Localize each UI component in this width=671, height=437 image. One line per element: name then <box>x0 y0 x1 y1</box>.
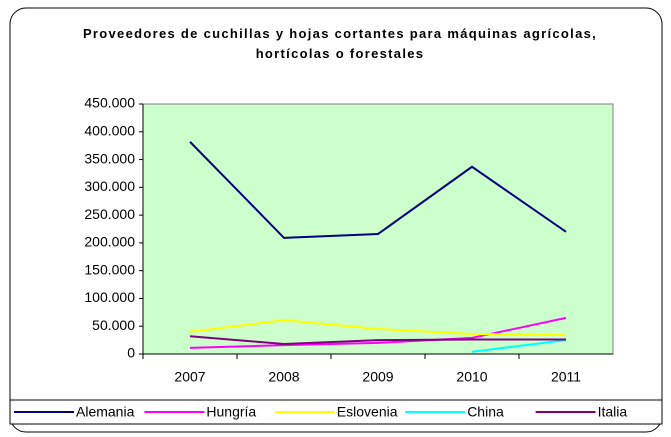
y-tick-label: 100.000 <box>84 289 135 305</box>
y-tick-label: 50.000 <box>92 317 135 333</box>
legend-label: Eslovenia <box>337 404 398 420</box>
x-tick-label: 2011 <box>551 369 581 385</box>
series-line <box>189 319 567 337</box>
y-tick-label: 350.000 <box>84 150 135 166</box>
series-line <box>189 141 567 239</box>
x-tick-label: 2010 <box>456 369 487 385</box>
series-line <box>189 316 567 349</box>
series-line <box>189 335 566 346</box>
chart-border <box>9 7 663 433</box>
chart-title: Proveedores de cuchillas y hojas cortant… <box>82 26 598 61</box>
legend-label: Hungría <box>206 404 256 420</box>
x-tick-label: 2008 <box>268 369 299 385</box>
y-tick-label: 200.000 <box>84 234 135 250</box>
y-tick-label: 0 <box>127 345 135 361</box>
legend-label: Alemania <box>76 404 135 420</box>
y-tick-label: 250.000 <box>84 206 135 222</box>
plot-area <box>142 103 614 355</box>
legend-label: Italia <box>598 404 628 420</box>
x-tick-label: 2009 <box>362 369 393 385</box>
y-tick-label: 400.000 <box>84 122 135 138</box>
x-tick-label: 2007 <box>174 369 205 385</box>
y-tick-label: 450.000 <box>84 95 135 111</box>
y-tick-label: 150.000 <box>84 261 135 277</box>
y-tick-label: 300.000 <box>84 178 135 194</box>
legend-label: China <box>467 404 504 420</box>
series-line <box>471 339 567 353</box>
